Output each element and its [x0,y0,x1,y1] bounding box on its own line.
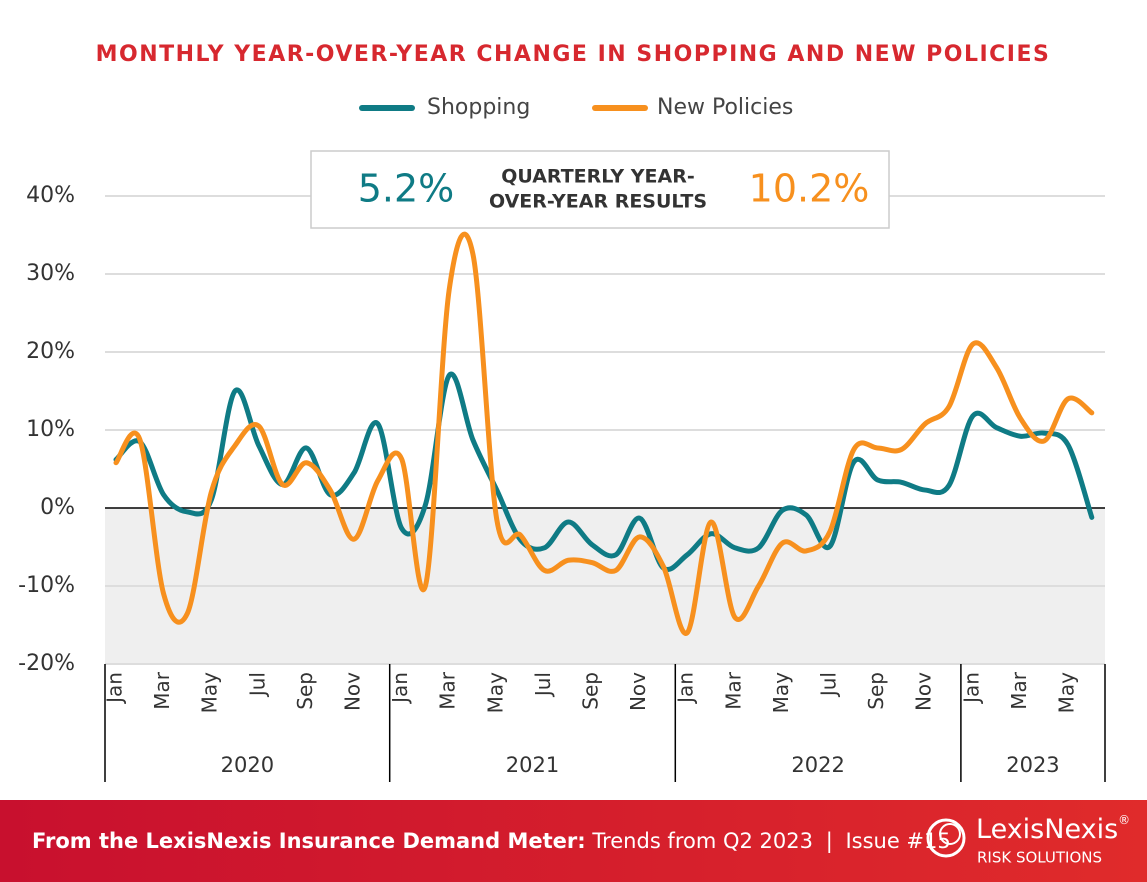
legend-label: Shopping [427,95,530,120]
logo-division: RISK SOLUTIONS [977,849,1102,867]
y-tick-label: 20% [26,339,75,364]
logo-mark [939,823,961,845]
x-tick-label: Jul [245,672,269,698]
legend-label: New Policies [657,95,793,120]
x-tick-label: Sep [579,672,603,710]
x-tick-label: Mar [150,671,174,710]
logo-brand-text: LexisNexis [976,814,1118,845]
kpi-box [310,150,890,229]
group-label: 2020 [221,753,274,777]
footer-lead: From the LexisNexis Insurance Demand Met… [32,829,586,853]
kpi-new-policies: 10.2% [749,167,870,211]
x-tick-label: Jul [817,672,841,698]
y-tick-label: 30% [26,261,75,286]
y-tick-label: -20% [18,651,75,676]
logo-brand: LexisNexis® [976,813,1130,845]
x-tick-label: Jan [103,672,127,705]
x-tick-label: May [769,672,793,714]
footer-issue: Issue #15 [845,829,950,853]
group-label: 2021 [506,753,559,777]
x-tick-label: Mar [721,671,745,710]
series-line [113,231,1095,636]
x-tick-label: Jan [674,672,698,705]
logo-registered: ® [1118,813,1130,827]
footer-separator: | [826,829,833,854]
footer-text: From the LexisNexis Insurance Demand Met… [32,829,951,854]
y-tick-label: 10% [26,417,75,442]
x-tick-label: Sep [293,672,317,710]
x-tick-label: Nov [341,672,365,711]
x-tick-label: Mar [1007,671,1031,710]
x-tick-label: May [198,672,222,714]
x-tick-label: Jan [959,672,983,705]
x-tick-label: Sep [864,672,888,710]
x-tick-label: Nov [912,672,936,711]
y-tick-label: -10% [18,573,75,598]
x-tick-label: Mar [436,671,460,710]
kpi-caption: QUARTERLY YEAR- [501,166,695,188]
x-tick-label: Jul [531,672,555,698]
x-tick-label: Nov [626,672,650,711]
kpi-caption: OVER-YEAR RESULTS [489,191,707,213]
y-tick-label: 40% [26,183,75,208]
group-label: 2022 [791,753,844,777]
logo-mark [926,818,966,858]
x-tick-label: May [483,672,507,714]
footer-trend: Trends from Q2 2023 [591,829,813,853]
chart-title: MONTHLY YEAR-OVER-YEAR CHANGE IN SHOPPIN… [96,42,1051,67]
group-label: 2023 [1006,753,1059,777]
x-tick-label: Jan [388,672,412,705]
kpi-shopping: 5.2% [358,167,455,211]
x-tick-label: May [1055,672,1079,714]
logo: LexisNexis® RISK SOLUTIONS [926,813,1130,867]
y-tick-label: 0% [40,495,75,520]
